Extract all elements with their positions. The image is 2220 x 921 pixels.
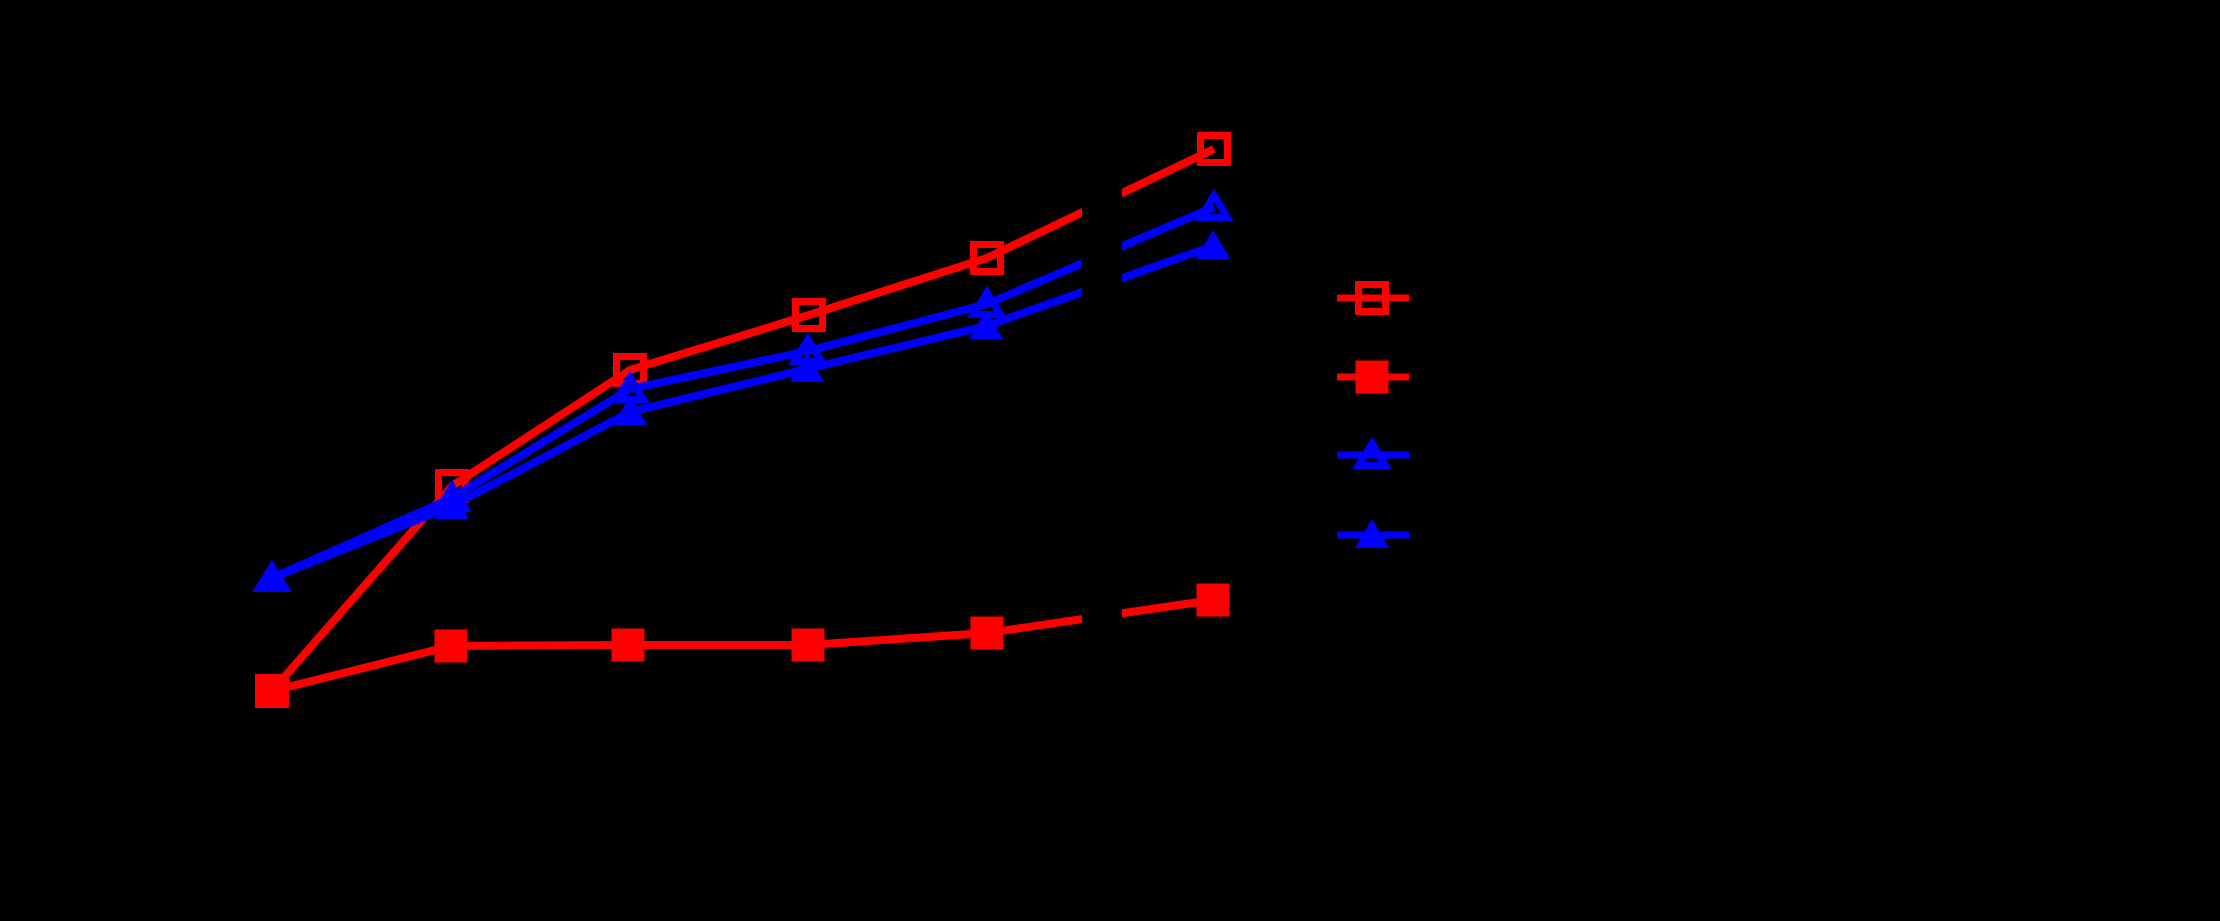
series-blue-filled-triangles-marker	[969, 310, 1003, 339]
series-red-filled-squares-marker	[611, 628, 645, 662]
series-red-filled-squares-marker	[434, 629, 468, 663]
legend-triangle-open-marker	[1352, 436, 1392, 469]
legend-square-open-marker	[1355, 281, 1389, 315]
series-blue-filled-triangles-marker	[435, 490, 469, 519]
series-red-open-squares-marker	[970, 241, 1004, 275]
series-red-filled-squares-marker	[970, 616, 1004, 650]
series-red-open-squares-marker	[1197, 132, 1231, 166]
series-red-filled-squares-marker	[791, 628, 825, 662]
series-blue-filled-triangles-line	[270, 242, 1215, 582]
series-red-filled-squares-marker	[255, 674, 289, 708]
series-red-open-squares-marker	[792, 298, 826, 332]
series-red-filled-squares-line	[271, 596, 1214, 695]
series-blue-filled-triangles-marker	[1196, 230, 1230, 259]
axis-break-mask	[1082, 0, 1122, 921]
legend-square-filled-marker	[1355, 360, 1389, 394]
series-blue-open-triangles-line	[270, 203, 1216, 582]
series-red-filled-squares-marker	[1196, 583, 1230, 617]
series-blue-open-triangles-marker	[1194, 188, 1234, 221]
series-blue-filled-triangles-marker	[790, 353, 824, 382]
series-blue-filled-triangles-marker	[613, 396, 647, 425]
series-blue-filled-triangles-marker	[255, 562, 289, 591]
legend-triangle-filled-marker	[1355, 519, 1389, 548]
